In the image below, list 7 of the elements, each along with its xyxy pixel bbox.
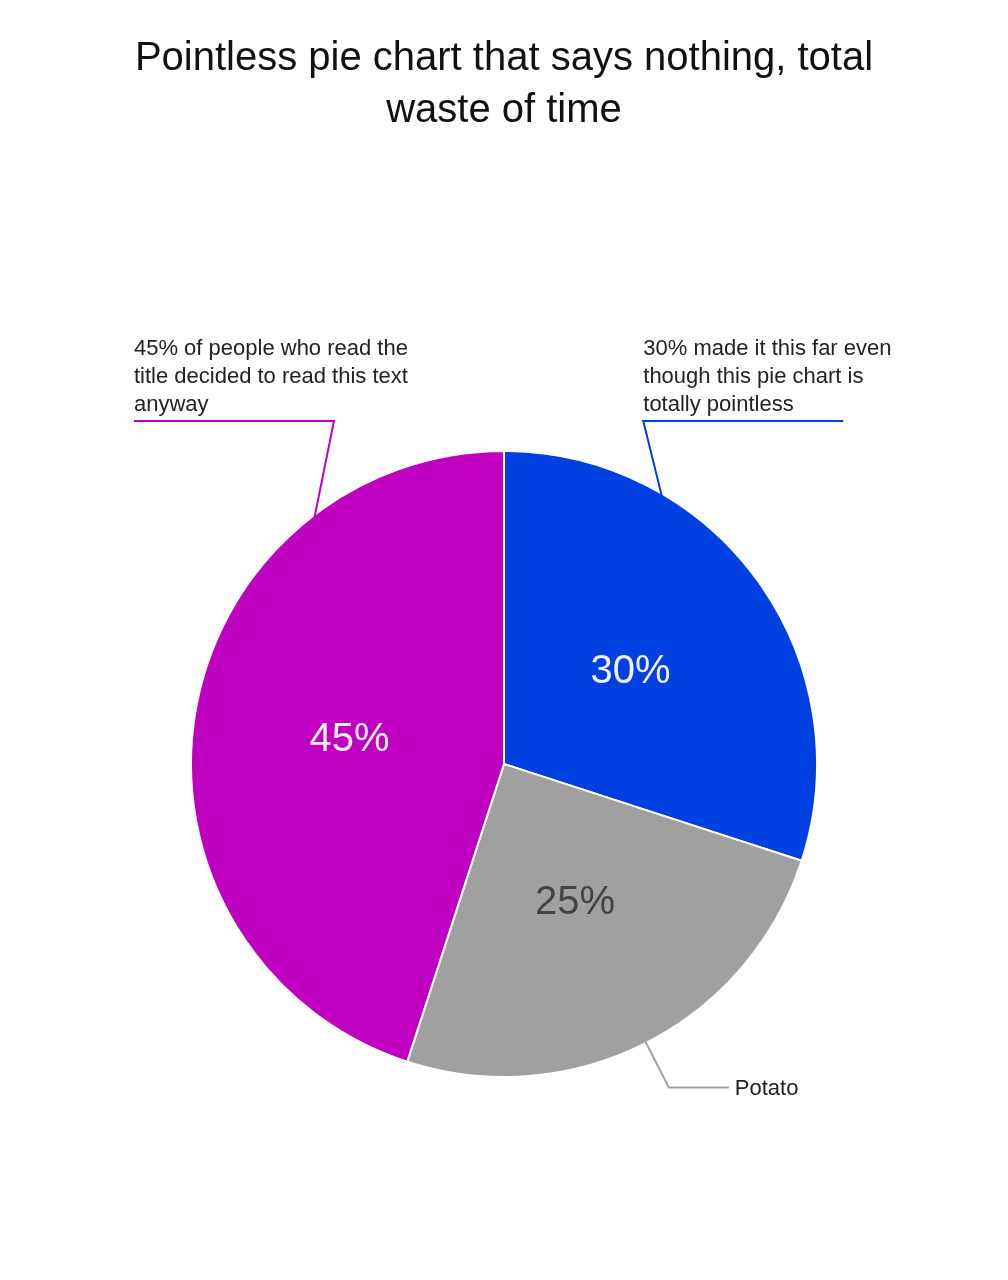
slice-label: 45% of people who read the title decided to read this text anyway (133, 335, 408, 416)
data-label: 30% (590, 647, 671, 692)
data-label: 45% (309, 714, 390, 759)
data-label: 25% (535, 878, 616, 923)
chart-title: Pointless pie chart that says nothing, total waste of time (133, 33, 875, 132)
slice-label: 30% made it this far even though this pie chart is totally pointless (643, 335, 892, 416)
slice-label: Potato (734, 1075, 799, 1101)
